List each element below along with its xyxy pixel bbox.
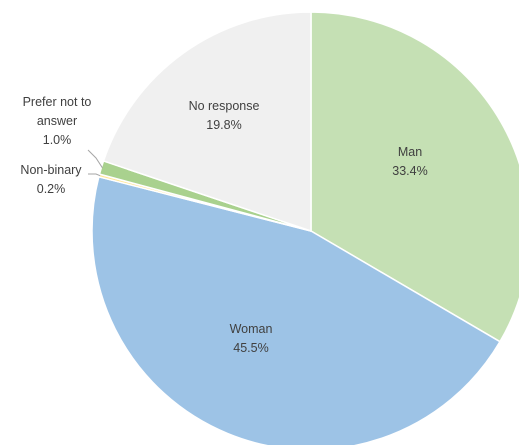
leader-line-non-binary bbox=[88, 173, 101, 177]
slice-label-man: Man bbox=[398, 145, 422, 159]
slice-value-no-response: 19.8% bbox=[206, 118, 241, 132]
slice-value-woman: 45.5% bbox=[233, 341, 268, 355]
slice-value-prefer-not: 1.0% bbox=[43, 133, 72, 147]
leader-lines bbox=[87, 149, 103, 177]
slice-value-man: 33.4% bbox=[392, 164, 427, 178]
slice-label-prefer-not-line2: answer bbox=[37, 114, 77, 128]
slice-label-non-binary: Non-binary bbox=[20, 163, 82, 177]
pie-slice-no-response bbox=[102, 11, 312, 232]
leader-line-prefer-not-to-answer bbox=[87, 149, 103, 169]
pie-slice-man bbox=[310, 11, 519, 343]
slice-value-non-binary: 0.2% bbox=[37, 182, 66, 196]
pie-slices bbox=[91, 11, 519, 445]
pie-slice-woman bbox=[91, 176, 501, 445]
slice-label-woman: Woman bbox=[230, 322, 273, 336]
slice-label-prefer-not-line1: Prefer not to bbox=[23, 95, 92, 109]
slice-label-no-response: No response bbox=[189, 99, 260, 113]
